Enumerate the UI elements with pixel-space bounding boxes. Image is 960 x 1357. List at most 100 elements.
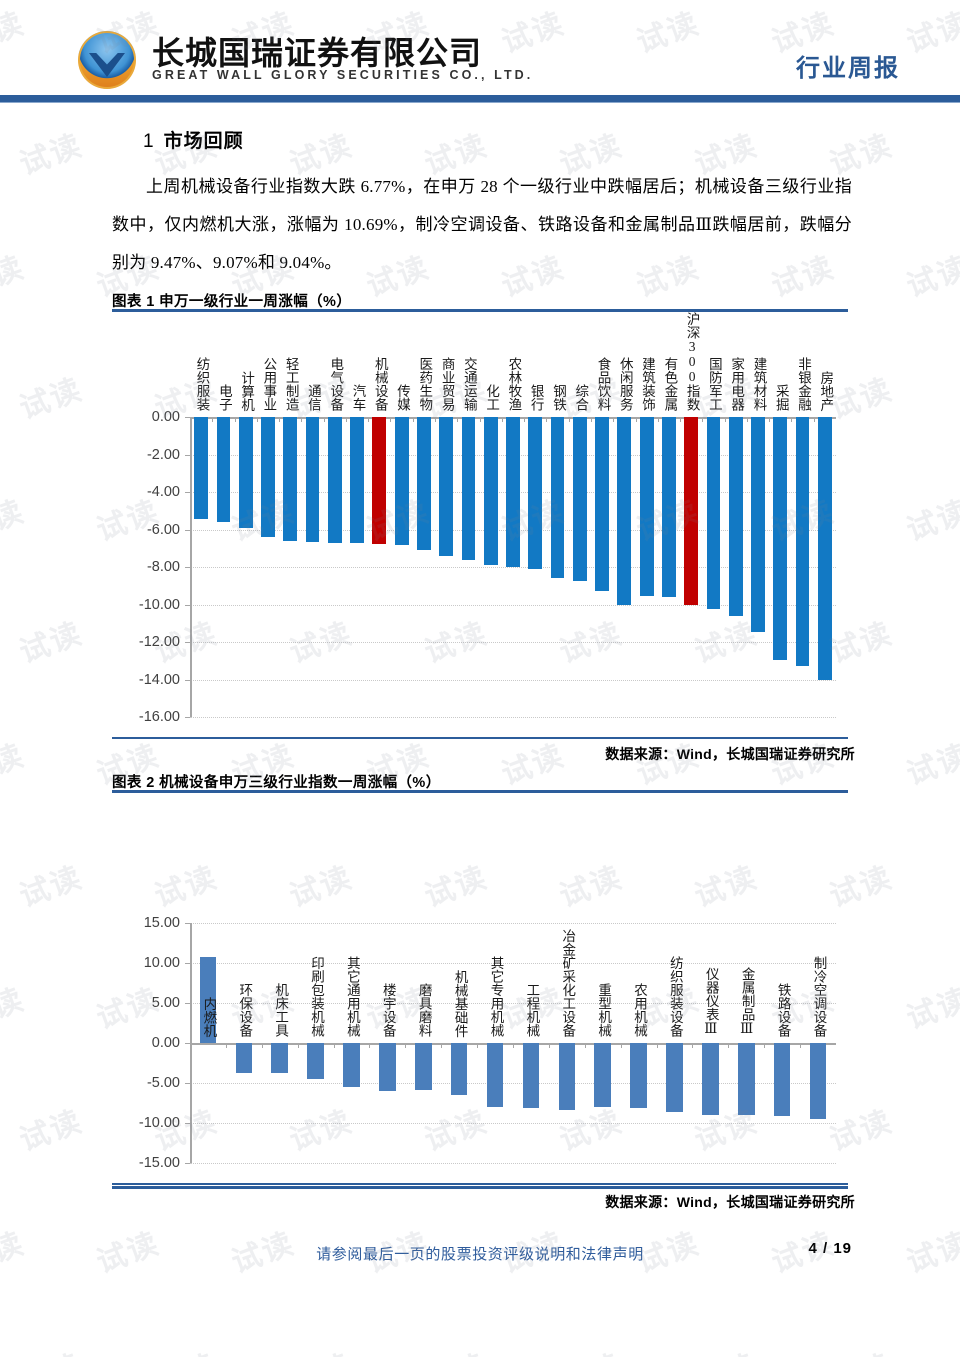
x-axis-category-label: 建筑装饰 (640, 357, 656, 411)
x-axis-tick (702, 417, 704, 422)
y-axis-tick-label: -14.00 (138, 671, 180, 688)
chart-bar (630, 1043, 647, 1108)
company-name-en: GREAT WALL GLORY SECURITIES CO., LTD. (152, 68, 534, 82)
y-axis-tick (185, 529, 190, 531)
x-axis-category-label: 电子 (216, 384, 232, 411)
x-axis-category-label: 汽车 (350, 384, 366, 411)
x-axis-tick (412, 417, 414, 422)
x-axis-tick (323, 417, 325, 422)
x-axis-category-label: 轻工制造 (283, 357, 299, 411)
x-axis-tick (746, 417, 748, 422)
x-axis-tick (524, 417, 526, 422)
x-axis-tick (692, 1043, 694, 1048)
x-axis-tick (584, 1043, 586, 1048)
x-axis-category-label: 机床工具 (273, 983, 289, 1037)
chart-bar (483, 417, 498, 566)
chart-bar (773, 1043, 791, 1116)
y-axis-tick (185, 923, 190, 924)
x-axis-category-label: 重型机械 (596, 983, 612, 1037)
footer-note: 请参阅最后一页的股票投资评级说明和法律声明 (316, 1247, 644, 1263)
x-axis-tick (548, 1043, 550, 1048)
y-axis-tick (185, 1123, 190, 1124)
chart-bar (486, 1043, 504, 1108)
chart-bar (702, 1043, 719, 1115)
x-axis-tick (261, 1043, 263, 1048)
chart-bar (594, 1043, 611, 1108)
x-axis-tick (225, 1043, 227, 1048)
watermark-text: 试读 (902, 982, 960, 1036)
watermark-text: 试读 (822, 1340, 897, 1357)
x-axis-category-label: 传媒 (395, 384, 411, 411)
x-axis-tick (791, 417, 793, 422)
x-axis-category-label: 有色金属 (662, 357, 678, 411)
x-axis-tick (345, 417, 347, 422)
x-axis-tick (234, 417, 236, 422)
x-axis-category-label: 建筑材料 (751, 357, 767, 411)
x-axis-category-label: 仪器仪表Ⅲ (703, 967, 719, 1037)
chart-gridline (190, 567, 836, 568)
watermark-text: 试读 (0, 982, 29, 1036)
x-axis-category-label: 商业贸易 (439, 357, 455, 411)
chart-bar (773, 417, 788, 661)
page-header: 长城国瑞证券有限公司 GREAT WALL GLORY SECURITIES C… (0, 0, 960, 103)
chart-bar (350, 417, 364, 544)
x-axis-category-label: 制冷空调设备 (811, 956, 827, 1037)
y-axis-tick-label: 10.00 (143, 955, 180, 971)
y-axis-tick-label: -10.00 (138, 596, 180, 613)
x-axis-category-label: 公用事业 (261, 357, 277, 411)
y-axis-tick (185, 642, 190, 643)
x-axis-tick (297, 1043, 299, 1048)
x-axis-category-label: 交通运输 (461, 357, 477, 411)
x-axis-category-label: 采掘 (773, 384, 789, 411)
y-axis-tick (185, 679, 190, 681)
chart-bar (343, 1043, 360, 1087)
x-axis-tick (656, 1043, 658, 1048)
watermark-text: 试读 (0, 494, 29, 548)
chart-bar (307, 1043, 324, 1079)
y-axis-tick-label: -16.00 (138, 709, 180, 725)
x-axis-tick (501, 417, 503, 422)
x-axis-category-label: 其它通用机械 (344, 956, 360, 1037)
x-axis-tick (546, 417, 548, 422)
x-axis-category-label: 电气设备 (328, 357, 344, 411)
x-axis-category-label: 银行 (528, 384, 544, 411)
watermark-text: 试读 (15, 860, 87, 914)
x-axis-tick (369, 1043, 371, 1048)
y-axis-tick-label: -8.00 (146, 559, 180, 575)
chart-bar (558, 1043, 576, 1110)
x-axis-category-label: 其它专用机械 (488, 956, 504, 1037)
x-axis-category-label: 磨具磨料 (416, 983, 432, 1037)
chart-bar (194, 417, 209, 520)
x-axis-tick (435, 417, 437, 422)
company-name-cn: 长城国瑞证券有限公司 (152, 35, 483, 71)
x-axis-category-label: 内燃机 (201, 996, 217, 1038)
x-axis-tick (212, 417, 214, 422)
chart-gridline (190, 1003, 836, 1004)
x-axis-tick (813, 417, 815, 422)
chart-bar (522, 1043, 540, 1108)
figure1-source: 数据来源：Wind，长城国瑞证券研究所 (605, 746, 855, 762)
y-axis-tick (185, 1043, 190, 1044)
chart-bar (728, 417, 743, 616)
header-divider-thin (0, 102, 960, 103)
x-axis-category-label: 钢铁 (550, 384, 566, 411)
x-axis-tick (256, 417, 258, 422)
chart-bar (738, 1043, 755, 1116)
x-axis-tick (680, 417, 682, 422)
x-axis-tick (441, 1043, 443, 1048)
y-axis-tick-label: -6.00 (146, 521, 180, 538)
figure1-caption: 图表 1 申万一级行业一周涨幅（%） (112, 294, 352, 310)
y-axis-tick (185, 963, 190, 964)
watermark-text: 试读 (282, 1340, 357, 1357)
y-axis-tick-label: -10.00 (138, 1115, 180, 1131)
chart-bar (238, 417, 253, 528)
x-axis-category-label: 通信 (305, 384, 321, 411)
figure1-top-rule (112, 309, 848, 312)
watermark-text: 试读 (902, 738, 960, 792)
chart-bar (662, 417, 676, 597)
x-axis-category-label: 综合 (573, 384, 589, 411)
y-axis-tick-label: 0.00 (151, 409, 180, 425)
page-total: 19 (833, 1240, 852, 1257)
x-axis-tick (613, 417, 615, 422)
chart-gridline (190, 1123, 836, 1124)
